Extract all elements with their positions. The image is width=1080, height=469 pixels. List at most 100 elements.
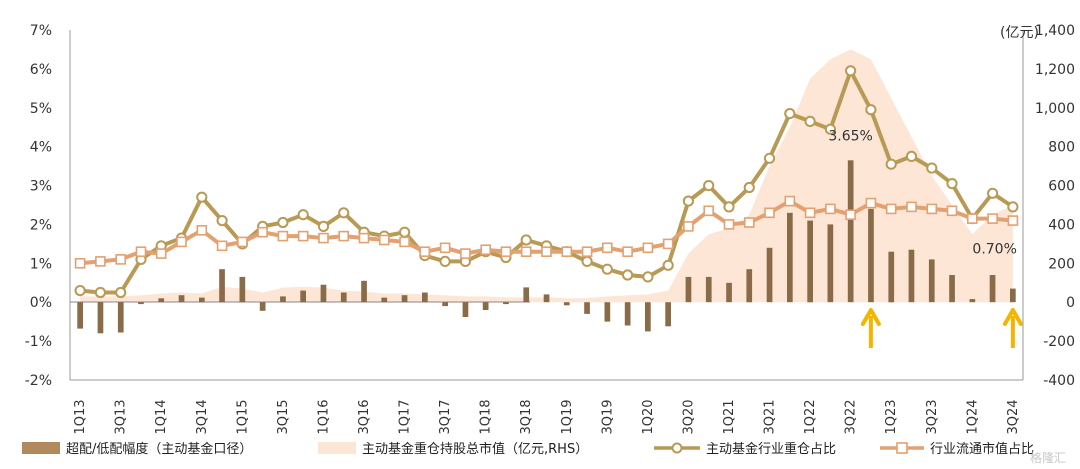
point-square-3Q20 — [683, 221, 694, 232]
legend-label-area: 主动基金重仓持股总市值（亿元,RHS） — [362, 441, 588, 457]
point-circle-1Q13 — [74, 285, 86, 297]
x-tick-label: 3Q13 — [114, 399, 129, 434]
point-square-2Q23 — [906, 201, 917, 213]
x-tick-label: 1Q21 — [722, 399, 737, 434]
bar-1Q20 — [645, 302, 651, 332]
y-right-tick-label: 600 — [1048, 179, 1075, 195]
point-square-1Q17 — [399, 236, 410, 248]
bar-1Q21 — [726, 282, 732, 303]
point-square-2Q17 — [419, 246, 431, 257]
point-circle-3Q18 — [520, 234, 532, 246]
bar-2Q20 — [665, 302, 671, 327]
bar-3Q23 — [928, 259, 935, 303]
x-tick-label: 3Q18 — [519, 399, 534, 434]
x-tick-label: 1Q24 — [965, 399, 980, 434]
x-tick-label: 3Q17 — [438, 399, 453, 434]
bar-1Q15 — [239, 276, 246, 303]
bar-1Q17 — [401, 295, 408, 303]
bar-4Q13 — [138, 302, 144, 305]
point-circle-1Q22 — [804, 115, 816, 128]
x-tick-label: 3Q19 — [600, 399, 615, 434]
y-left-tick-label: 2% — [30, 217, 52, 233]
x-tick-label: 1Q16 — [317, 399, 332, 434]
y-left-tick-label: 6% — [30, 62, 52, 78]
line-square-icon — [896, 442, 908, 454]
x-tick-label: 3Q22 — [844, 399, 859, 434]
bar-2Q17 — [422, 292, 428, 303]
bar-1Q24 — [969, 299, 976, 303]
bar-1Q23 — [888, 251, 895, 303]
y-right-tick-label: 0 — [1066, 295, 1075, 311]
bar-4Q18 — [543, 294, 550, 303]
point-square-4Q15 — [297, 230, 309, 242]
y-right-tick-labels: 1,400 1,200 1,000 800 600 400 200 0 -200 -400 — [1035, 23, 1075, 389]
area-series-fill — [80, 49, 1013, 303]
bar-3Q13 — [117, 302, 124, 333]
legend-label-line-2: 行业流通市值占比 — [930, 441, 1034, 457]
point-square-1Q15 — [237, 236, 248, 248]
x-tick-label: 1Q19 — [560, 399, 575, 434]
point-square-3Q18 — [520, 246, 532, 257]
arrow-up-icon — [1002, 308, 1023, 326]
point-square-2Q24 — [987, 213, 998, 224]
point-square-4Q19 — [622, 246, 633, 257]
y-right-tick-label: 400 — [1048, 217, 1075, 233]
point-square-3Q13 — [115, 254, 126, 265]
point-circle-4Q23 — [946, 178, 958, 190]
y-right-tick-label: 1,200 — [1035, 62, 1075, 78]
point-circle-2Q22 — [824, 123, 837, 135]
x-tick-label: 3Q24 — [1006, 399, 1021, 434]
point-square-1Q18 — [480, 244, 492, 255]
watermark: 格隆汇 — [1030, 450, 1066, 465]
bar-4Q17 — [462, 302, 469, 317]
x-tick-label: 1Q18 — [479, 399, 494, 434]
x-tick-label: 3Q14 — [195, 399, 210, 434]
bar-1Q18 — [482, 302, 489, 310]
bar-2Q13 — [97, 302, 104, 334]
point-square-4Q20 — [703, 205, 715, 217]
x-tick-label: 1Q20 — [641, 399, 656, 434]
y-left-tick-label: 0% — [30, 295, 52, 311]
x-tick-label: 1Q14 — [154, 399, 169, 434]
bar-1Q22 — [807, 220, 813, 303]
point-square-1Q16 — [318, 232, 329, 244]
x-tick-label: 3Q15 — [276, 399, 291, 434]
point-circle-2Q19 — [581, 255, 593, 267]
bar-4Q16 — [381, 297, 388, 303]
point-circle-2Q23 — [905, 150, 918, 162]
point-square-2Q18 — [500, 246, 512, 257]
bar-2Q14 — [178, 295, 185, 303]
point-square-4Q17 — [460, 248, 471, 259]
y-right-tick-label: -400 — [1043, 373, 1075, 389]
point-square-2Q20 — [662, 238, 674, 250]
point-circle-3Q20 — [682, 195, 695, 207]
point-circle-4Q14 — [216, 215, 228, 227]
arrow-markers — [860, 308, 1023, 348]
bar-3Q22 — [847, 160, 854, 303]
arrow-up-icon — [860, 308, 881, 326]
y-left-tick-label: 7% — [30, 23, 52, 39]
point-circle-3Q24 — [1007, 201, 1019, 213]
point-circle-2Q13 — [94, 286, 107, 299]
bar-3Q17 — [442, 302, 448, 307]
point-square-3Q23 — [926, 203, 938, 215]
bar-3Q16 — [361, 280, 367, 303]
point-circle-3Q14 — [196, 191, 208, 203]
point-circle-4Q21 — [784, 108, 796, 120]
point-circle-4Q22 — [865, 104, 877, 116]
point-circle-1Q17 — [399, 226, 411, 238]
bar-3Q19 — [604, 302, 611, 322]
bar-3Q18 — [523, 287, 530, 303]
point-square-2Q19 — [581, 246, 593, 257]
bar-2Q23 — [908, 249, 915, 303]
line-circle-icon — [671, 442, 683, 454]
point-square-4Q21 — [784, 195, 796, 207]
bar-2Q21 — [746, 269, 753, 303]
legend-label-line-1: 主动基金行业重仓占比 — [706, 441, 836, 457]
point-square-3Q14 — [196, 225, 208, 236]
point-circle-3Q21 — [763, 152, 776, 164]
point-circle-2Q24 — [987, 187, 999, 199]
x-tick-label: 1Q17 — [398, 399, 413, 434]
point-square-3Q24 — [1007, 215, 1019, 226]
annotations-layer: 3.65% 0.70% — [828, 128, 1017, 257]
